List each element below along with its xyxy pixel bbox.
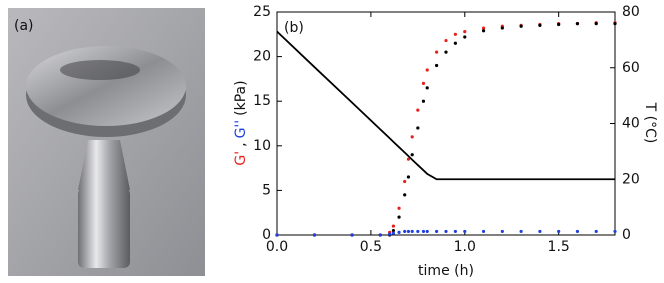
data-point [397, 206, 401, 210]
data-point [275, 233, 279, 237]
data-point [500, 229, 504, 234]
panel-label: (a) [14, 18, 34, 34]
plot-frame [276, 11, 616, 236]
data-point [378, 233, 382, 237]
data-point [406, 157, 411, 161]
data-point [463, 229, 467, 234]
data-point [391, 224, 396, 228]
data-point [403, 193, 407, 197]
data-point [425, 229, 429, 234]
data-point [350, 233, 354, 237]
data-point [453, 229, 457, 234]
data-point [435, 229, 439, 234]
y-axis-label-part: , [233, 142, 249, 146]
data-point [453, 32, 457, 36]
data-point [444, 50, 448, 54]
x-tick-label: 0.5 [360, 239, 382, 255]
y-axis-label-part: (kPa) [233, 80, 249, 115]
y-tick-label: 15 [253, 93, 271, 109]
data-point [575, 21, 580, 26]
data-point [397, 230, 401, 234]
data-point [397, 215, 401, 219]
series-line [276, 30, 615, 181]
data-point [403, 179, 407, 184]
data-point [410, 153, 414, 157]
data-point [391, 231, 396, 235]
data-point [444, 229, 448, 234]
data-point [519, 229, 523, 234]
data-point [391, 228, 396, 233]
data-point [416, 126, 420, 130]
y-axis-label: G', G'' (kPa) [233, 80, 249, 165]
data-point [519, 24, 523, 28]
data-point [463, 30, 467, 34]
y-tick-label: 10 [253, 138, 271, 154]
data-point [444, 38, 448, 43]
data-point [500, 26, 504, 30]
y-tick-label: 5 [262, 182, 271, 198]
y-axis-label-part: G' [233, 151, 249, 166]
data-point [481, 29, 486, 33]
data-point [557, 22, 561, 27]
y-tick-label: 25 [253, 4, 271, 20]
data-point [481, 26, 486, 30]
y2-tick-label: 60 [622, 60, 640, 76]
data-point [406, 175, 411, 179]
y2-tick-label: 0 [622, 227, 631, 243]
y2-axis-label: T (°C) [642, 102, 658, 144]
data-point [425, 68, 429, 72]
data-point [594, 21, 598, 26]
data-point [435, 63, 439, 68]
data-point [594, 229, 598, 234]
data-point [312, 233, 317, 237]
data-point [575, 229, 580, 234]
data-point [613, 229, 617, 234]
data-point [453, 41, 457, 45]
data-point [538, 23, 542, 27]
y-tick-label: 0 [262, 227, 271, 243]
data-point [481, 229, 486, 234]
x-axis-label: time (h) [418, 263, 474, 279]
panel-label: (b) [284, 20, 304, 36]
y-tick-label: 20 [253, 49, 271, 65]
y2-tick-label: 80 [622, 4, 640, 20]
photo [8, 8, 205, 276]
data-point [416, 108, 420, 112]
data-point [538, 229, 542, 234]
x-tick-label: 0.0 [266, 239, 288, 255]
y2-tick-label: 40 [622, 116, 640, 132]
data-point [421, 229, 426, 234]
data-point [463, 35, 467, 39]
data-point [410, 229, 414, 234]
data-point [403, 229, 407, 234]
data-point [410, 135, 414, 139]
data-point [613, 21, 617, 26]
data-point [388, 232, 392, 236]
data-point [406, 229, 411, 234]
x-tick-label: 1.5 [548, 239, 570, 255]
data-point [557, 229, 561, 234]
x-tick-label: 1.0 [454, 239, 476, 255]
data-point [425, 86, 429, 90]
data-point [421, 99, 426, 103]
y-axis-label-part: G'' [233, 120, 249, 139]
y2-tick-label: 20 [622, 171, 640, 187]
data-point [421, 81, 426, 85]
data-point [416, 229, 420, 234]
data-point [435, 50, 439, 54]
